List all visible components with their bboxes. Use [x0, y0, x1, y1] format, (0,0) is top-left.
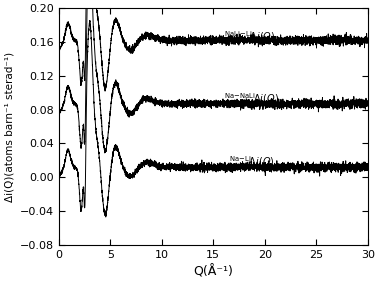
Text: $^{\rm Na\!-\!Li}\!\Delta i(Q)$: $^{\rm Na\!-\!Li}\!\Delta i(Q)$ [229, 155, 274, 170]
X-axis label: Q(Å⁻¹): Q(Å⁻¹) [193, 265, 233, 279]
Text: $^{\rm NaLi\!-\!Li}\!\Delta i(Q)$: $^{\rm NaLi\!-\!Li}\!\Delta i(Q)$ [224, 29, 275, 44]
Text: $^{\rm Na\!-\!NaLi}\!\Delta i(Q)$: $^{\rm Na\!-\!NaLi}\!\Delta i(Q)$ [224, 91, 279, 106]
Y-axis label: Δi(Q)(atoms barn⁻¹ sterad⁻¹): Δi(Q)(atoms barn⁻¹ sterad⁻¹) [4, 52, 14, 201]
